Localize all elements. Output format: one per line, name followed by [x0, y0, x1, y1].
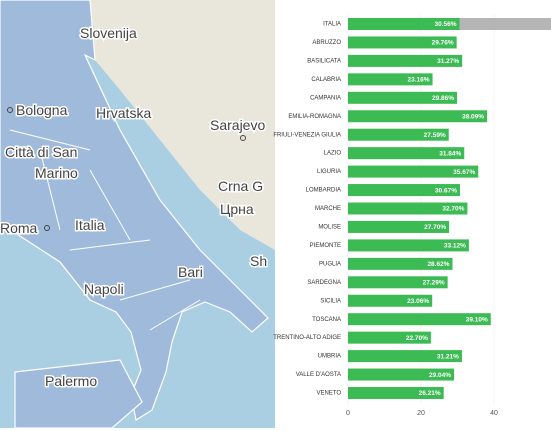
y-tick-label: ABRUZZO — [312, 40, 341, 46]
value-label: 22.70% — [406, 335, 428, 342]
bar — [348, 54, 463, 67]
y-tick-label: LIGURIA — [317, 169, 341, 175]
y-tick-label: SARDEGNA — [307, 280, 341, 286]
y-tick-label: SICILIA — [320, 298, 341, 304]
balkans — [90, 0, 275, 250]
value-label: 29.86% — [432, 95, 454, 102]
italy — [0, 0, 269, 421]
x-tick-label: 40 — [490, 410, 498, 417]
map-label: Roma — [0, 220, 38, 236]
value-label: 31.21% — [437, 353, 459, 360]
bar — [348, 184, 460, 197]
y-tick-label: FRIULI-VENEZIA GIULIA — [273, 132, 341, 138]
bar — [348, 276, 448, 289]
y-tick-label: VALLE D'AOSTA — [296, 372, 341, 378]
value-label: 31.27% — [437, 58, 459, 65]
value-label: 30.56% — [435, 21, 457, 28]
bar — [348, 331, 431, 344]
value-label: 28.62% — [427, 261, 449, 268]
y-tick-label: TRENTINO-ALTO ADIGE — [273, 335, 341, 341]
y-tick-label: EMILIA-ROMAGNA — [288, 114, 341, 120]
value-label: 29.04% — [429, 372, 451, 379]
x-tick-label: 0 — [346, 410, 350, 417]
y-tick-label: BASILICATA — [307, 58, 341, 64]
y-tick-label: CALABRIA — [311, 77, 341, 83]
map-label: Sh — [250, 253, 267, 269]
y-tick-label: PUGLIA — [319, 261, 341, 267]
value-label: 35.67% — [453, 169, 475, 176]
city-dot — [44, 225, 50, 231]
bar-chart: 0 20 40 ITALIA 30.56% ABRUZZO 29.76% BASILICATA… — [273, 14, 551, 417]
bar — [348, 294, 433, 307]
bar — [348, 36, 457, 49]
y-tick-label: CAMPANIA — [310, 95, 341, 101]
map-label: Marino — [35, 165, 78, 181]
bar — [348, 202, 468, 215]
sicily — [14, 359, 143, 429]
y-tick-label: MARCHE — [315, 206, 341, 212]
bar — [348, 18, 460, 30]
value-label: 26.21% — [419, 390, 441, 397]
y-tick-label: MOLISE — [318, 225, 341, 231]
bar — [348, 147, 465, 160]
y-tick-label: LAZIO — [324, 151, 342, 157]
bar — [348, 239, 469, 252]
value-label: 27.59% — [424, 132, 446, 139]
region-borders — [9, 129, 201, 331]
map: Slovenija Hrvatska Bologna Città di San … — [0, 0, 275, 429]
bar — [348, 257, 453, 270]
value-label: 38.09% — [462, 113, 484, 120]
bar — [348, 110, 488, 123]
value-label: 39.10% — [466, 316, 488, 323]
map-label: Napoli — [84, 281, 124, 297]
bar — [348, 313, 491, 326]
map-label: Italia — [75, 217, 105, 233]
y-tick-label: PIEMONTE — [310, 243, 341, 249]
bar — [348, 220, 450, 233]
map-label: Città di San — [5, 144, 77, 160]
map-label: Slovenija — [80, 25, 137, 41]
value-label: 31.84% — [439, 150, 461, 157]
bar — [348, 350, 462, 363]
value-label: 30.67% — [435, 187, 457, 194]
bar — [348, 73, 433, 86]
city-dot — [240, 135, 246, 141]
map-label: Црна — [220, 201, 254, 217]
map-label: Palermo — [45, 373, 97, 389]
x-tick-label: 20 — [417, 410, 425, 417]
bar — [348, 387, 444, 399]
map-label: Bologna — [16, 102, 68, 118]
map-label: Bari — [178, 264, 203, 280]
bar — [348, 165, 479, 178]
value-label: 32.70% — [442, 206, 464, 213]
y-tick-label: UMBRIA — [318, 354, 341, 360]
city-dot — [7, 107, 13, 113]
value-label: 29.76% — [432, 40, 454, 47]
y-tick-label: LOMBARDIA — [306, 188, 341, 194]
bar — [348, 128, 449, 141]
value-label: 27.29% — [423, 280, 445, 287]
y-tick-label: ITALIA — [323, 22, 341, 28]
value-label: 23.06% — [407, 298, 429, 305]
bar — [348, 368, 455, 381]
map-label: Crna G — [218, 178, 263, 194]
value-label: 27.70% — [424, 224, 446, 231]
y-tick-label: TOSCANA — [312, 317, 341, 323]
value-label: 33.12% — [444, 243, 466, 250]
y-tick-label: VENETO — [316, 391, 341, 397]
value-label: 23.16% — [408, 77, 430, 84]
map-label: Hrvatska — [96, 105, 151, 121]
bar — [348, 91, 458, 104]
map-label: Sarajevo — [210, 117, 265, 133]
